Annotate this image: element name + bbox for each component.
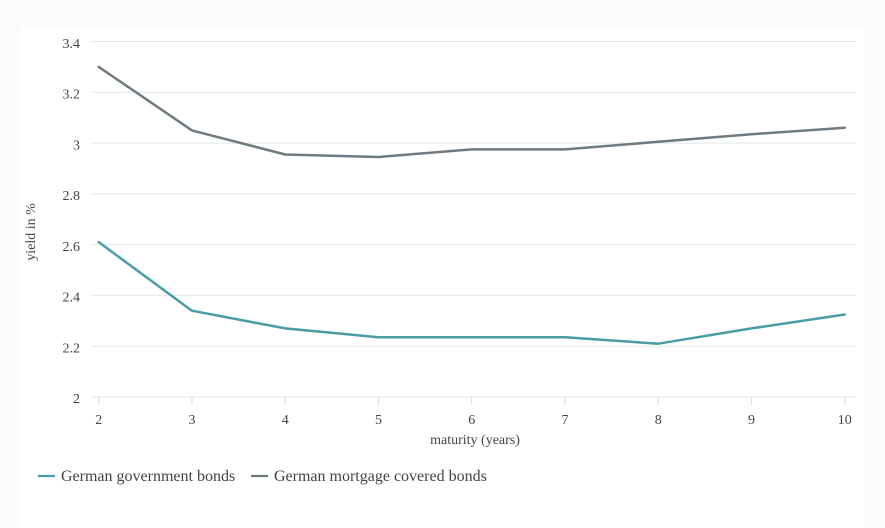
svg-text:3: 3 [188,413,195,428]
svg-text:maturity (years): maturity (years) [430,433,520,448]
svg-text:2.6: 2.6 [63,240,81,255]
svg-text:6: 6 [468,413,475,428]
svg-text:5: 5 [375,413,382,428]
svg-text:2.4: 2.4 [63,291,81,306]
svg-text:3: 3 [73,139,80,154]
svg-text:German mortgage covered bonds: German mortgage covered bonds [274,468,487,485]
svg-text:9: 9 [748,413,755,428]
svg-text:10: 10 [838,413,852,428]
svg-text:8: 8 [655,413,662,428]
svg-text:4: 4 [282,413,289,428]
svg-text:7: 7 [561,413,568,428]
svg-text:2: 2 [95,413,102,428]
svg-text:German government bonds: German government bonds [61,468,235,485]
svg-text:3.4: 3.4 [63,37,81,52]
svg-text:2.2: 2.2 [63,342,81,357]
svg-text:2: 2 [73,392,80,407]
svg-text:yield in %: yield in % [24,203,39,261]
svg-text:2.8: 2.8 [63,189,81,204]
svg-text:3.2: 3.2 [63,88,81,103]
